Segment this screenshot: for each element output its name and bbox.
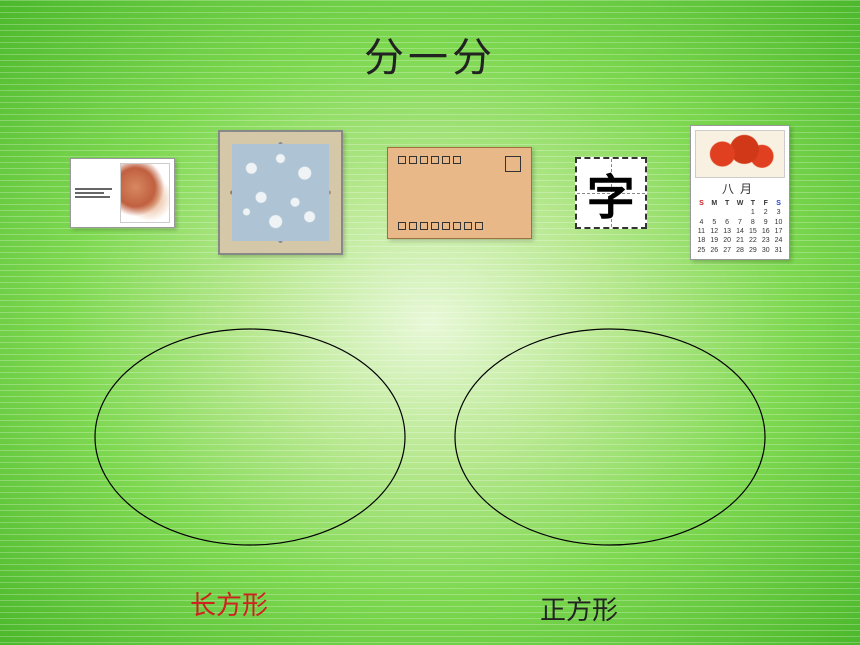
calendar-day: 4 bbox=[695, 218, 708, 227]
calendar-day-header: W bbox=[734, 199, 747, 208]
calendar-day bbox=[721, 208, 734, 217]
calendar-grid: SMTWTFS123456789101112131415161718192021… bbox=[695, 199, 785, 255]
calendar-day: 12 bbox=[708, 227, 721, 236]
calendar-day-header: T bbox=[721, 199, 734, 208]
envelope-stamp bbox=[505, 156, 521, 172]
item-envelope bbox=[387, 147, 532, 239]
label-rectangle: 长方形 bbox=[190, 585, 268, 622]
calendar-day bbox=[708, 208, 721, 217]
calendar-day: 29 bbox=[746, 246, 759, 255]
calendar-day-header: T bbox=[746, 199, 759, 208]
calendar-day: 19 bbox=[708, 236, 721, 245]
item-calendar: 八月 SMTWTFS123456789101112131415161718192… bbox=[690, 125, 790, 260]
calendar-day: 24 bbox=[772, 236, 785, 245]
envelope-top-boxes bbox=[398, 156, 461, 164]
calendar-day: 7 bbox=[734, 218, 747, 227]
calendar-day bbox=[695, 208, 708, 217]
calendar-day: 2 bbox=[759, 208, 772, 217]
patterned-square-inner bbox=[232, 144, 329, 241]
calendar-day: 8 bbox=[746, 218, 759, 227]
calendar-day: 22 bbox=[746, 236, 759, 245]
calendar-month: 八月 bbox=[695, 178, 785, 199]
calendar-day: 10 bbox=[772, 218, 785, 227]
calendar-day-header: S bbox=[772, 199, 785, 208]
item-postcard bbox=[70, 158, 175, 228]
calendar-day: 9 bbox=[759, 218, 772, 227]
calendar-day: 28 bbox=[734, 246, 747, 255]
calendar-picture bbox=[695, 130, 785, 178]
calendar-day: 30 bbox=[759, 246, 772, 255]
calendar-day bbox=[734, 208, 747, 217]
postcard-image bbox=[120, 163, 170, 223]
calendar-day-header: M bbox=[708, 199, 721, 208]
calendar-day: 23 bbox=[759, 236, 772, 245]
calendar-day-header: S bbox=[695, 199, 708, 208]
calendar-day: 6 bbox=[721, 218, 734, 227]
calendar-day: 26 bbox=[708, 246, 721, 255]
calendar-day: 16 bbox=[759, 227, 772, 236]
calendar-day: 14 bbox=[734, 227, 747, 236]
calendar-day: 17 bbox=[772, 227, 785, 236]
envelope-bottom-boxes bbox=[398, 222, 521, 230]
items-row: 字 八月 SMTWTFS1234567891011121314151617181… bbox=[70, 125, 790, 260]
character-glyph: 字 bbox=[587, 158, 635, 228]
postcard-text-area bbox=[75, 163, 116, 223]
calendar-day: 18 bbox=[695, 236, 708, 245]
item-patterned-square bbox=[218, 130, 343, 255]
item-character-square: 字 bbox=[575, 157, 647, 229]
ovals-row bbox=[90, 325, 790, 550]
calendar-day: 11 bbox=[695, 227, 708, 236]
calendar-day: 15 bbox=[746, 227, 759, 236]
calendar-day: 27 bbox=[721, 246, 734, 255]
calendar-day: 5 bbox=[708, 218, 721, 227]
calendar-day: 25 bbox=[695, 246, 708, 255]
calendar-day-header: F bbox=[759, 199, 772, 208]
calendar-day: 31 bbox=[772, 246, 785, 255]
oval-right bbox=[450, 325, 770, 550]
calendar-day: 13 bbox=[721, 227, 734, 236]
page-title: 分一分 bbox=[0, 25, 860, 83]
label-square: 正方形 bbox=[540, 590, 618, 627]
calendar-day: 1 bbox=[746, 208, 759, 217]
oval-left bbox=[90, 325, 410, 550]
calendar-day: 21 bbox=[734, 236, 747, 245]
calendar-day: 20 bbox=[721, 236, 734, 245]
calendar-day: 3 bbox=[772, 208, 785, 217]
